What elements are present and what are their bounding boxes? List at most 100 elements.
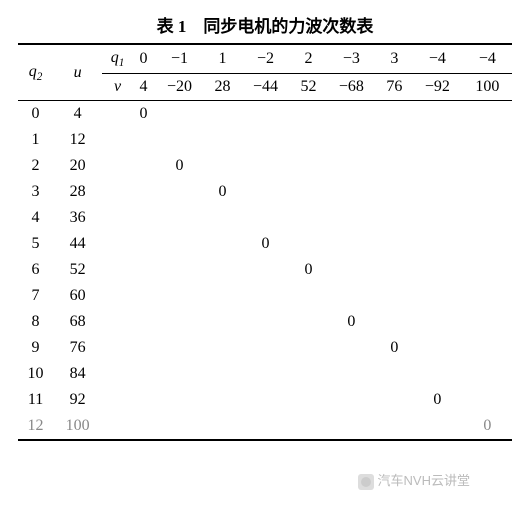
cell-q2: 11 — [18, 387, 53, 413]
cell-value — [154, 231, 205, 257]
table-row: 868 0 — [18, 309, 512, 335]
force-wave-table: q2 u q1 0 −1 1 −2 2 −3 3 −4 −4 v 4 −20 2… — [18, 43, 512, 441]
v-v3: −44 — [240, 74, 291, 101]
cell-value — [205, 101, 240, 128]
cell-value — [240, 127, 291, 153]
cell-blank — [102, 257, 133, 283]
table-row: 112 — [18, 127, 512, 153]
cell-value: 0 — [377, 335, 412, 361]
header-row-1: q2 u q1 0 −1 1 −2 2 −3 3 −4 −4 — [18, 44, 512, 74]
cell-value: 0 — [326, 309, 377, 335]
cell-value — [133, 179, 154, 205]
cell-u: 100 — [53, 413, 102, 440]
cell-value — [240, 309, 291, 335]
cell-value — [463, 283, 512, 309]
cell-value — [326, 231, 377, 257]
cell-value — [412, 335, 463, 361]
cell-value — [240, 153, 291, 179]
cell-value — [205, 387, 240, 413]
cell-value — [240, 101, 291, 128]
cell-value — [154, 309, 205, 335]
cell-value — [412, 205, 463, 231]
cell-value — [154, 101, 205, 128]
cell-value: 0 — [240, 231, 291, 257]
q1-v1: −1 — [154, 44, 205, 74]
table-row: 760 — [18, 283, 512, 309]
cell-value — [291, 127, 326, 153]
cell-blank — [102, 309, 133, 335]
cell-value — [133, 309, 154, 335]
cell-value — [463, 335, 512, 361]
q1-v6: 3 — [377, 44, 412, 74]
v-v8: 100 — [463, 74, 512, 101]
cell-value — [326, 127, 377, 153]
table-row: 121000 — [18, 413, 512, 440]
v-v1: −20 — [154, 74, 205, 101]
cell-value — [205, 309, 240, 335]
cell-value — [377, 153, 412, 179]
cell-value — [412, 283, 463, 309]
cell-value — [154, 387, 205, 413]
cell-value — [154, 361, 205, 387]
q1-v0: 0 — [133, 44, 154, 74]
cell-value — [240, 387, 291, 413]
cell-value — [463, 231, 512, 257]
cell-value — [377, 387, 412, 413]
q1-v7: −4 — [412, 44, 463, 74]
v-v6: 76 — [377, 74, 412, 101]
cell-blank — [102, 387, 133, 413]
cell-value — [326, 361, 377, 387]
cell-value — [154, 413, 205, 440]
cell-value — [377, 101, 412, 128]
cell-value — [463, 127, 512, 153]
cell-value — [377, 283, 412, 309]
cell-value — [463, 101, 512, 128]
cell-q2: 8 — [18, 309, 53, 335]
cell-value — [240, 205, 291, 231]
cell-value — [291, 361, 326, 387]
cell-value — [412, 231, 463, 257]
cell-value — [205, 335, 240, 361]
cell-value — [377, 257, 412, 283]
col-q1-label: q1 — [102, 44, 133, 74]
cell-value — [133, 231, 154, 257]
cell-value — [133, 257, 154, 283]
cell-value — [326, 153, 377, 179]
cell-value — [205, 231, 240, 257]
cell-value — [412, 179, 463, 205]
table-row: 5440 — [18, 231, 512, 257]
col-q2: q2 — [18, 44, 53, 101]
cell-value — [412, 153, 463, 179]
v-v2: 28 — [205, 74, 240, 101]
cell-value — [377, 127, 412, 153]
cell-value — [205, 205, 240, 231]
col-u: u — [53, 44, 102, 101]
v-v0: 4 — [133, 74, 154, 101]
cell-u: 68 — [53, 309, 102, 335]
cell-blank — [102, 231, 133, 257]
cell-value — [412, 127, 463, 153]
q1-v5: −3 — [326, 44, 377, 74]
cell-value — [326, 335, 377, 361]
table-row: 2200 — [18, 153, 512, 179]
cell-u: 36 — [53, 205, 102, 231]
cell-u: 28 — [53, 179, 102, 205]
cell-value: 0 — [291, 257, 326, 283]
cell-value — [291, 153, 326, 179]
table-body: 0401122200328043654406520760868097601084… — [18, 101, 512, 441]
cell-u: 92 — [53, 387, 102, 413]
cell-blank — [102, 205, 133, 231]
q1-v2: 1 — [205, 44, 240, 74]
cell-blank — [102, 153, 133, 179]
cell-blank — [102, 101, 133, 128]
cell-value — [133, 127, 154, 153]
cell-value — [133, 387, 154, 413]
cell-value: 0 — [133, 101, 154, 128]
cell-value: 0 — [205, 179, 240, 205]
cell-q2: 6 — [18, 257, 53, 283]
cell-q2: 4 — [18, 205, 53, 231]
table-row: 040 — [18, 101, 512, 128]
cell-q2: 2 — [18, 153, 53, 179]
q1-v4: 2 — [291, 44, 326, 74]
cell-value — [377, 231, 412, 257]
